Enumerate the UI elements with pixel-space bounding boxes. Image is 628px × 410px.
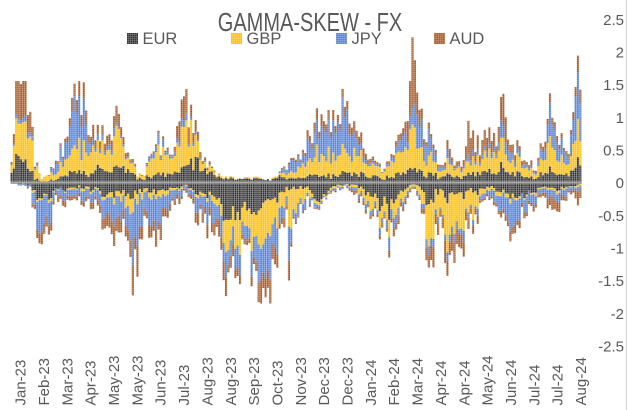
- svg-text:Jul-24: Jul-24: [526, 365, 543, 406]
- svg-text:1: 1: [616, 110, 624, 127]
- svg-text:Jan-24: Jan-24: [363, 360, 380, 406]
- svg-text:Jul-24: Jul-24: [550, 365, 567, 406]
- svg-text:2: 2: [616, 45, 624, 62]
- svg-text:May-23: May-23: [106, 355, 123, 405]
- svg-text:May-24: May-24: [480, 355, 497, 405]
- svg-text:Aug-23: Aug-23: [199, 357, 216, 405]
- svg-text:Apr-24: Apr-24: [433, 360, 450, 405]
- svg-text:EUR: EUR: [143, 30, 178, 48]
- svg-text:Nov-23: Nov-23: [293, 357, 310, 405]
- svg-text:Aug-23: Aug-23: [223, 357, 240, 405]
- svg-text:0: 0: [616, 175, 624, 192]
- svg-text:May-23: May-23: [129, 355, 146, 405]
- svg-text:Sep-23: Sep-23: [246, 357, 263, 405]
- svg-text:-0.5: -0.5: [598, 208, 624, 225]
- svg-text:-2.5: -2.5: [598, 339, 624, 356]
- svg-text:1.5: 1.5: [603, 77, 624, 94]
- svg-text:Feb-23: Feb-23: [36, 358, 53, 406]
- svg-text:-1.5: -1.5: [598, 273, 624, 290]
- svg-text:-1: -1: [611, 241, 624, 258]
- svg-text:Apr-24: Apr-24: [456, 360, 473, 405]
- svg-text:Aug-24: Aug-24: [573, 357, 590, 405]
- svg-text:Jan-23: Jan-23: [13, 360, 30, 406]
- svg-text:2.5: 2.5: [603, 12, 624, 29]
- svg-text:Jun-23: Jun-23: [153, 360, 170, 406]
- svg-text:GAMMA-SKEW - FX: GAMMA-SKEW - FX: [218, 7, 402, 36]
- svg-text:GBP: GBP: [247, 30, 282, 48]
- svg-text:0.5: 0.5: [603, 143, 624, 160]
- svg-text:-2: -2: [611, 306, 624, 323]
- svg-text:JPY: JPY: [352, 30, 382, 48]
- svg-text:Mar-23: Mar-23: [59, 358, 76, 406]
- svg-text:AUD: AUD: [450, 30, 485, 48]
- svg-text:Oct-23: Oct-23: [270, 360, 287, 405]
- svg-text:Dec-23: Dec-23: [340, 357, 357, 405]
- svg-text:Apr-23: Apr-23: [83, 360, 100, 405]
- svg-text:Mar-24: Mar-24: [410, 358, 427, 406]
- svg-text:Jun-24: Jun-24: [503, 360, 520, 406]
- svg-text:Dec-23: Dec-23: [316, 357, 333, 405]
- svg-text:Feb-24: Feb-24: [386, 358, 403, 406]
- svg-text:Jul-23: Jul-23: [176, 365, 193, 406]
